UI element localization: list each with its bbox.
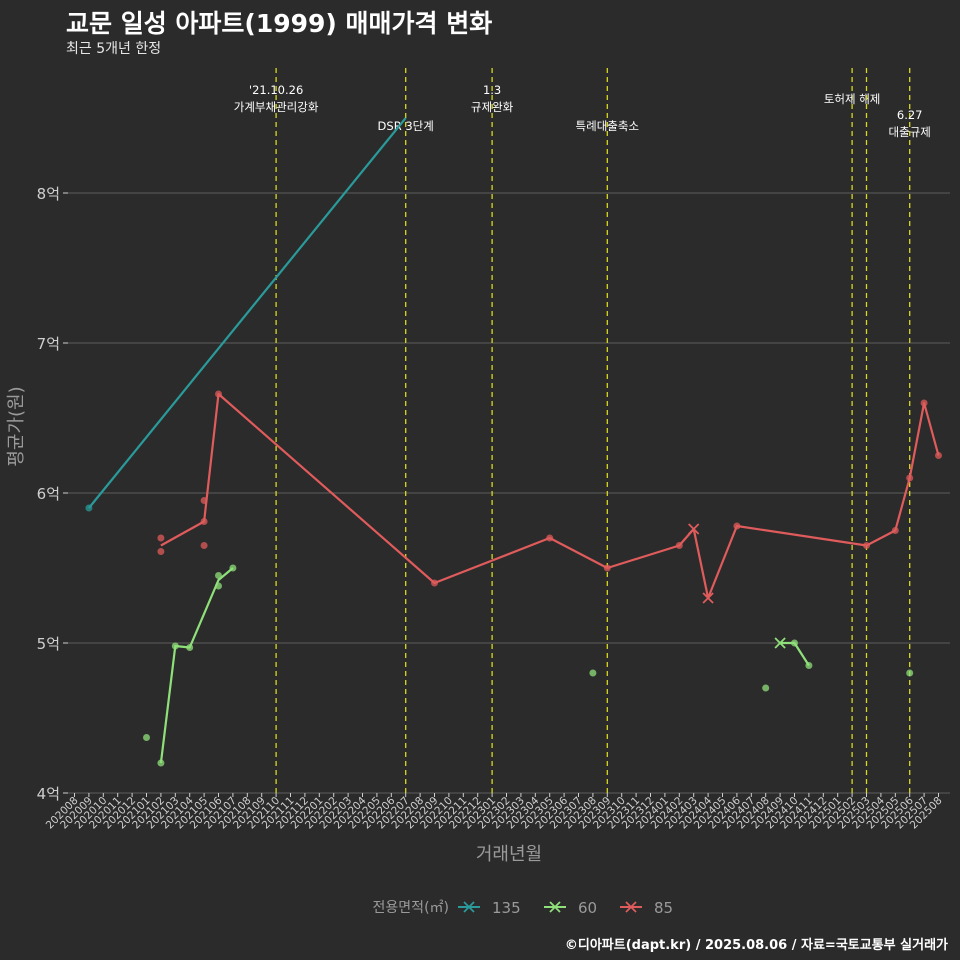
data-point-60 bbox=[143, 734, 150, 741]
data-cross-60 bbox=[774, 637, 786, 649]
data-point-85 bbox=[603, 564, 611, 572]
data-point-60 bbox=[186, 644, 194, 651]
chart-subtitle: 최근 5개년 한정 bbox=[66, 41, 162, 57]
y-tick-label: 5억 bbox=[37, 635, 60, 653]
data-point-60 bbox=[229, 564, 237, 572]
data-point-60 bbox=[762, 684, 770, 692]
event-label: 가계부채관리강화 bbox=[234, 100, 319, 114]
data-cross-85 bbox=[702, 592, 714, 604]
data-point-60 bbox=[157, 759, 165, 767]
event-label: '21.10.26 bbox=[249, 83, 303, 97]
event-label: 6.27 bbox=[897, 108, 923, 122]
data-point-85 bbox=[891, 527, 899, 534]
data-point-85 bbox=[200, 542, 208, 549]
series-group bbox=[85, 117, 942, 767]
data-point-85 bbox=[935, 452, 942, 459]
data-point-60 bbox=[215, 572, 222, 579]
data-point-60 bbox=[906, 669, 914, 677]
y-tick-label: 8억 bbox=[37, 185, 60, 203]
data-point-85 bbox=[431, 579, 438, 587]
data-point-60 bbox=[589, 669, 597, 677]
legend-key-cross bbox=[625, 901, 637, 913]
data-point-85 bbox=[906, 474, 914, 482]
series-line-135 bbox=[88, 117, 407, 509]
data-point-85 bbox=[157, 548, 165, 555]
source-caption: ©디아파트(dapt.kr) / 2025.08.06 / 자료=국토교통부 실… bbox=[564, 938, 948, 953]
data-point-85 bbox=[733, 522, 741, 530]
legend-key-cross bbox=[549, 901, 561, 913]
chart-title: 교문 일성 아파트(1999) 매매가격 변화 bbox=[66, 9, 493, 38]
y-tick-label: 4억 bbox=[37, 785, 60, 803]
x-axis-title: 거래년월 bbox=[476, 844, 542, 865]
series-line-85 bbox=[160, 392, 940, 600]
data-point-85 bbox=[200, 518, 208, 525]
legend-title: 전용면적(㎡) bbox=[373, 900, 449, 916]
data-point-85 bbox=[200, 497, 208, 504]
event-label: 대출규제 bbox=[889, 125, 931, 139]
event-label: 규제완화 bbox=[471, 100, 514, 114]
data-point-85 bbox=[675, 542, 683, 549]
data-point-85 bbox=[215, 390, 222, 398]
data-point-85 bbox=[546, 534, 554, 542]
data-point-60 bbox=[215, 582, 222, 590]
event-label: 특례대출축소 bbox=[576, 119, 639, 133]
event-label: 토허제 해제 bbox=[824, 92, 881, 106]
y-axis-title: 평균가(원) bbox=[6, 386, 27, 466]
legend-key-cross bbox=[463, 901, 475, 913]
y-tick-label: 6억 bbox=[37, 485, 60, 503]
data-point-85 bbox=[920, 399, 928, 407]
y-tick-label: 7억 bbox=[37, 335, 60, 353]
data-point-60 bbox=[171, 642, 179, 650]
legend-label-135: 135 bbox=[492, 899, 521, 917]
data-point-60 bbox=[805, 662, 813, 669]
data-point-85 bbox=[157, 534, 165, 542]
data-cross-85 bbox=[688, 523, 700, 535]
legend-label-85: 85 bbox=[654, 899, 673, 917]
data-point-85 bbox=[863, 542, 870, 549]
data-point-60 bbox=[791, 639, 798, 647]
data-point-135 bbox=[85, 504, 93, 512]
series-line-60 bbox=[159, 567, 234, 764]
event-label: DSR 3단계 bbox=[378, 119, 434, 133]
event-label: 1.3 bbox=[483, 83, 501, 97]
legend-label-60: 60 bbox=[578, 899, 597, 917]
